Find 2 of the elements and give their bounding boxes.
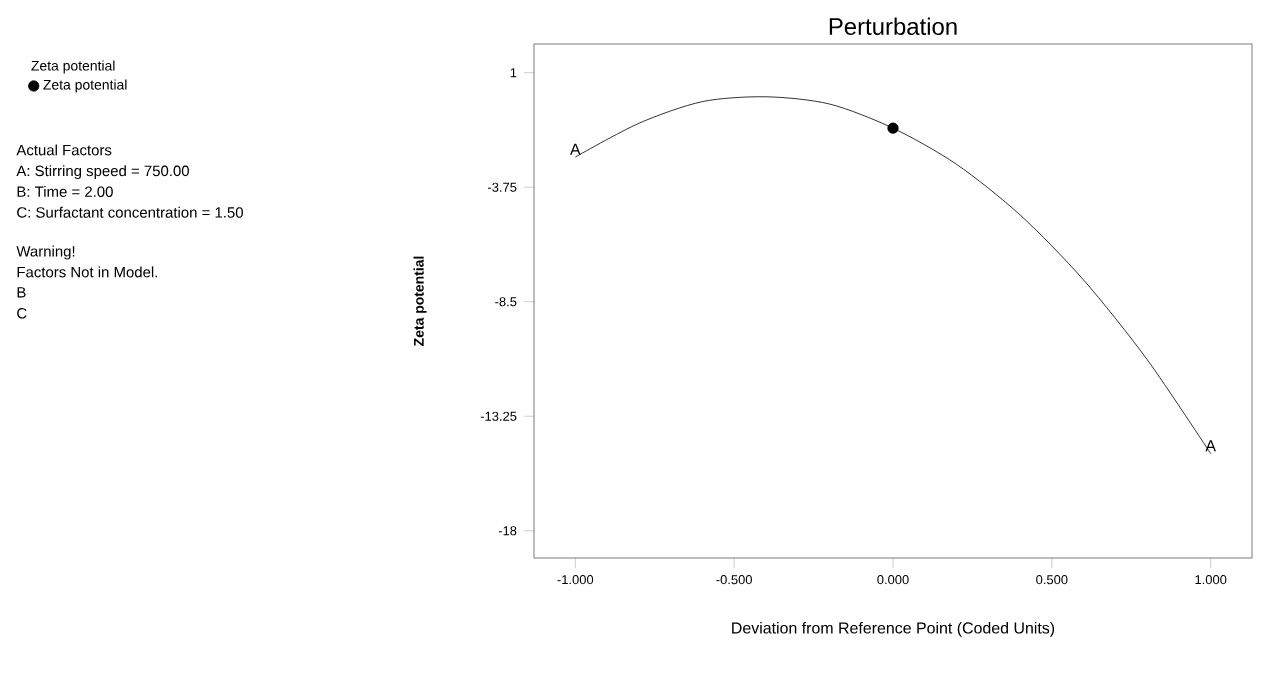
line-series <box>574 96 1212 455</box>
chart-title: Perturbation <box>829 17 957 35</box>
